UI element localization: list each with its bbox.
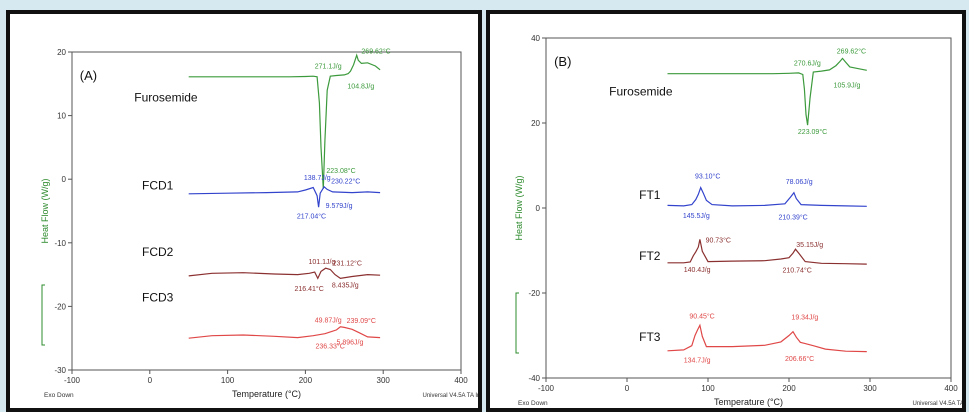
- annotation-label: 239.09°C: [347, 317, 376, 325]
- exo-down-label: Exo Down: [518, 400, 548, 407]
- x-tick-label: 200: [782, 384, 796, 393]
- x-tick-label: 300: [377, 376, 391, 385]
- panel-label: (A): [80, 68, 97, 83]
- annotation-label: 78.06J/g: [786, 179, 813, 186]
- annotation-label: 90.73°C: [706, 236, 731, 244]
- y-axis-label: Heat Flow (W/g): [514, 175, 524, 240]
- x-tick-label: 0: [625, 384, 630, 393]
- series-label-fcd2: FCD2: [142, 245, 174, 259]
- annotation-label: 9.579J/g: [326, 203, 353, 210]
- series-line-ft1: [667, 186, 867, 207]
- x-axis-label: Temperature (°C): [714, 397, 783, 407]
- annotation-label: 93.10°C: [695, 172, 720, 180]
- annotation-label: 223.08°C: [326, 167, 355, 175]
- x-tick-label: 400: [944, 384, 958, 393]
- annotation-label: 271.1J/g: [315, 64, 342, 71]
- y-tick-label: -30: [54, 366, 66, 375]
- annotation-label: 210.39°C: [778, 213, 807, 221]
- annotation-label: 105.9J/g: [834, 82, 861, 89]
- annotation-label: 270.6J/g: [794, 61, 821, 68]
- y-axis-label: Heat Flow (W/g): [40, 178, 50, 243]
- annotation-label: 49.87J/g: [315, 317, 342, 324]
- annotation-label: 223.09°C: [798, 128, 827, 136]
- x-axis-label: Temperature (°C): [232, 389, 301, 399]
- y-tick-label: -20: [528, 289, 540, 298]
- annotation-label: 138.7J/g: [304, 175, 331, 182]
- annotation-label: 5.896J/g: [337, 340, 364, 347]
- y-tick-label: 40: [531, 34, 540, 43]
- series-label-furosemide: Furosemide: [609, 84, 673, 98]
- annotation-label: 35.15J/g: [796, 242, 823, 249]
- y-tick-label: 0: [536, 204, 541, 213]
- series-label-ft1: FT1: [639, 188, 661, 202]
- instrument-label: Universal V4.5A TA Instr: [913, 401, 962, 407]
- series-line-furosemide: [188, 53, 381, 189]
- series-line-ft2: [667, 239, 867, 265]
- x-tick-label: 400: [454, 376, 468, 385]
- y-tick-label: 10: [57, 112, 66, 121]
- annotation-label: 230.22°C: [331, 178, 360, 186]
- series-line-fcd1: [188, 185, 381, 208]
- y-tick-label: 20: [531, 119, 540, 128]
- instrument-label: Universal V4.5A TA Instr: [423, 393, 478, 399]
- annotation-label: 217.04°C: [297, 213, 326, 221]
- plot-frame: [71, 51, 462, 371]
- dsc-chart-a: -100 0 100 200 300 40020100-10-20-30Temperatu…: [40, 47, 478, 399]
- x-tick-label: -100: [538, 384, 555, 393]
- x-tick-label: 100: [221, 376, 235, 385]
- x-tick-label: 100: [701, 384, 715, 393]
- annotation-label: 140.4J/g: [684, 267, 711, 274]
- plot-frame: [545, 37, 952, 379]
- dsc-panel-a: -100 0 100 200 300 400 20 10 0 -10 -20 -30 Temperatu…: [6, 10, 482, 412]
- dsc-chart-b: -100 0 100 200 300 40040200-20-40Temperature …: [514, 34, 962, 407]
- annotation-label: 19.34J/g: [791, 314, 818, 321]
- series-line-furosemide: [667, 57, 867, 126]
- x-tick-label: -100: [64, 376, 81, 385]
- annotation-label: 8.435J/g: [332, 282, 359, 289]
- exo-down-label: Exo Down: [44, 392, 74, 399]
- annotation-label: 206.66°C: [785, 355, 814, 363]
- y-legend-bracket: [41, 284, 45, 346]
- series-label-ft2: FT2: [639, 249, 661, 263]
- annotation-label: 210.74°C: [783, 267, 812, 275]
- annotation-label: 145.5J/g: [683, 213, 710, 220]
- panel-label: (B): [554, 54, 571, 69]
- annotation-label: 269.62°C: [361, 47, 390, 55]
- annotation-label: 269.62°C: [837, 47, 866, 55]
- series-line-fcd2: [188, 267, 381, 280]
- series-label-ft3: FT3: [639, 330, 661, 344]
- series-label-fcd1: FCD1: [142, 178, 174, 192]
- series-line-ft3: [667, 323, 867, 353]
- annotation-label: 90.45°C: [689, 313, 714, 321]
- x-tick-label: 200: [299, 376, 313, 385]
- x-tick-label: 0: [148, 376, 153, 385]
- series-label-fcd3: FCD3: [142, 290, 174, 304]
- annotation-label: 104.8J/g: [347, 83, 374, 90]
- dsc-panel-b: -100 0 100 200 300 400 40 20 0 -20 -40 Temperature …: [486, 10, 966, 412]
- y-tick-label: 20: [57, 48, 66, 57]
- y-tick-label: -20: [54, 302, 66, 311]
- annotation-label: 236.33°C: [316, 342, 345, 350]
- annotation-label: 231.12°C: [333, 260, 362, 268]
- series-label-furosemide: Furosemide: [134, 91, 198, 105]
- annotation-label: 101.1J/g: [309, 259, 336, 266]
- x-tick-label: 300: [863, 384, 877, 393]
- series-line-fcd3: [188, 326, 381, 339]
- y-legend-bracket: [515, 292, 519, 354]
- annotation-label: 134.7J/g: [684, 358, 711, 365]
- annotation-label: 216.41°C: [295, 285, 324, 293]
- y-tick-label: 0: [62, 175, 67, 184]
- y-tick-label: -40: [528, 374, 540, 383]
- y-tick-label: -10: [54, 239, 66, 248]
